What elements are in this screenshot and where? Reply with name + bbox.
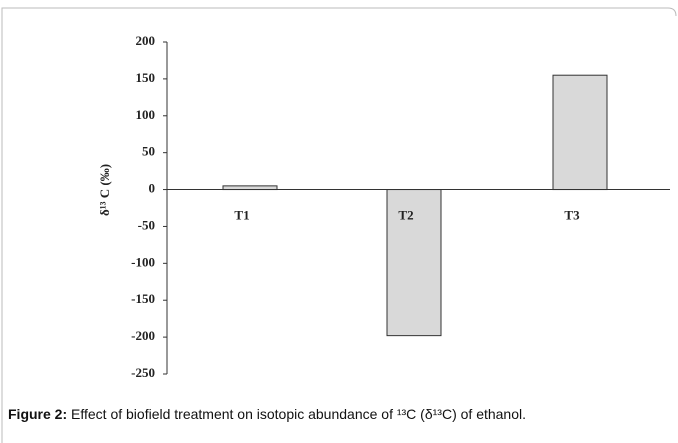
y-tick-label: 0	[149, 181, 156, 196]
y-axis-label: δ¹³ C (‰)	[97, 164, 112, 216]
x-tick-label: T1	[234, 208, 249, 223]
bar	[386, 189, 442, 337]
y-tick-label: 100	[136, 107, 156, 122]
y-tick-label: 200	[136, 33, 156, 48]
bar	[552, 74, 608, 191]
y-tick-label: -100	[131, 254, 155, 269]
x-tick-label: T2	[398, 208, 413, 223]
y-tick-label: -50	[138, 217, 155, 232]
caption-label: Figure 2:	[8, 406, 68, 422]
y-tick-label: -150	[131, 291, 155, 306]
y-tick-label: 150	[136, 70, 156, 85]
y-tick-label: 50	[142, 144, 155, 159]
caption: Figure 2: Effect of biofield treatment o…	[8, 404, 672, 424]
y-tick-label: -200	[131, 328, 155, 343]
frame	[1, 7, 677, 443]
y-tick-label: -250	[131, 365, 155, 380]
bar	[222, 185, 278, 191]
x-tick-label: T3	[564, 208, 580, 223]
caption-text: Effect of biofield treatment on isotopic…	[71, 406, 527, 422]
